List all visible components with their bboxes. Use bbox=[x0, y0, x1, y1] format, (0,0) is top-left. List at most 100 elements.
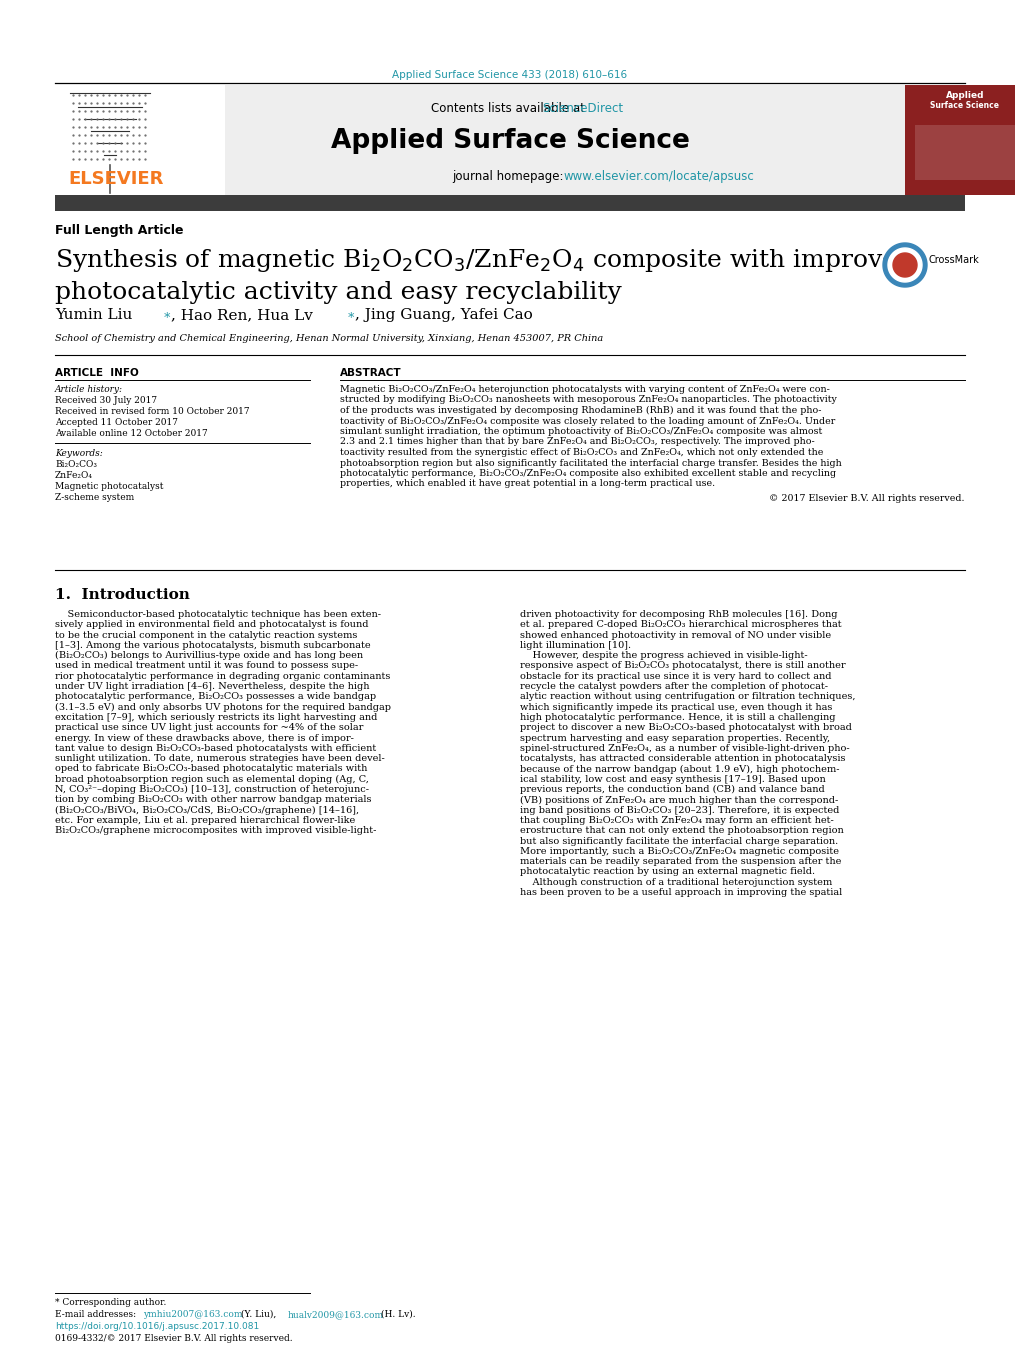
Text: Article history:: Article history: bbox=[55, 385, 123, 394]
Text: However, despite the progress achieved in visible-light-: However, despite the progress achieved i… bbox=[520, 651, 807, 661]
Text: project to discover a new Bi₂O₂CO₃-based photocatalyst with broad: project to discover a new Bi₂O₂CO₃-based… bbox=[520, 723, 851, 732]
Text: responsive aspect of Bi₂O₂CO₃ photocatalyst, there is still another: responsive aspect of Bi₂O₂CO₃ photocatal… bbox=[520, 662, 845, 670]
Text: www.elsevier.com/locate/apsusc: www.elsevier.com/locate/apsusc bbox=[564, 170, 754, 182]
Text: previous reports, the conduction band (CB) and valance band: previous reports, the conduction band (C… bbox=[520, 785, 824, 794]
Text: ABSTRACT: ABSTRACT bbox=[339, 367, 401, 378]
Text: ELSEVIER: ELSEVIER bbox=[68, 170, 163, 188]
Text: photoabsorption region but also significantly facilitated the interfacial charge: photoabsorption region but also signific… bbox=[339, 458, 841, 467]
Text: spinel-structured ZnFe₂O₄, as a number of visible-light-driven pho-: spinel-structured ZnFe₂O₄, as a number o… bbox=[520, 744, 849, 753]
Text: that coupling Bi₂O₂CO₃ with ZnFe₂O₄ may form an efficient het-: that coupling Bi₂O₂CO₃ with ZnFe₂O₄ may … bbox=[520, 816, 833, 825]
Text: (Y. Liu),: (Y. Liu), bbox=[237, 1310, 279, 1319]
Text: Applied Surface Science 433 (2018) 610–616: Applied Surface Science 433 (2018) 610–6… bbox=[392, 70, 627, 80]
Text: https://doi.org/10.1016/j.apsusc.2017.10.081: https://doi.org/10.1016/j.apsusc.2017.10… bbox=[55, 1323, 259, 1331]
Text: ymhiu2007@163.com: ymhiu2007@163.com bbox=[143, 1310, 243, 1319]
Text: [1–3]. Among the various photocatalysts, bismuth subcarbonate: [1–3]. Among the various photocatalysts,… bbox=[55, 640, 370, 650]
Text: Yumin Liu: Yumin Liu bbox=[55, 308, 132, 322]
Text: Keywords:: Keywords: bbox=[55, 449, 103, 458]
Text: ScienceDirect: ScienceDirect bbox=[541, 101, 623, 115]
Text: obstacle for its practical use since it is very hard to collect and: obstacle for its practical use since it … bbox=[520, 671, 830, 681]
Text: excitation [7–9], which seriously restricts its light harvesting and: excitation [7–9], which seriously restri… bbox=[55, 713, 377, 721]
Text: Received in revised form 10 October 2017: Received in revised form 10 October 2017 bbox=[55, 407, 250, 416]
Text: practical use since UV light just accounts for ~4% of the solar: practical use since UV light just accoun… bbox=[55, 723, 363, 732]
Text: School of Chemistry and Chemical Engineering, Henan Normal University, Xinxiang,: School of Chemistry and Chemical Enginee… bbox=[55, 334, 602, 343]
Text: tocatalysts, has attracted considerable attention in photocatalysis: tocatalysts, has attracted considerable … bbox=[520, 754, 845, 763]
Text: showed enhanced photoactivity in removal of NO under visible: showed enhanced photoactivity in removal… bbox=[520, 631, 830, 639]
Text: because of the narrow bandgap (about 1.9 eV), high photochem-: because of the narrow bandgap (about 1.9… bbox=[520, 765, 839, 774]
Text: Bi₂O₂CO₃: Bi₂O₂CO₃ bbox=[55, 459, 97, 469]
Text: has been proven to be a useful approach in improving the spatial: has been proven to be a useful approach … bbox=[520, 888, 842, 897]
Text: N, CO₃²⁻–doping Bi₂O₂CO₃) [10–13], construction of heterojunc-: N, CO₃²⁻–doping Bi₂O₂CO₃) [10–13], const… bbox=[55, 785, 369, 794]
Text: rior photocatalytic performance in degrading organic contaminants: rior photocatalytic performance in degra… bbox=[55, 671, 390, 681]
Text: tion by combing Bi₂O₂CO₃ with other narrow bandgap materials: tion by combing Bi₂O₂CO₃ with other narr… bbox=[55, 796, 371, 804]
Text: journal homepage:: journal homepage: bbox=[452, 170, 567, 182]
Text: photocatalytic reaction by using an external magnetic field.: photocatalytic reaction by using an exte… bbox=[520, 867, 814, 877]
Text: oped to fabricate Bi₂O₂CO₃-based photocatalytic materials with: oped to fabricate Bi₂O₂CO₃-based photoca… bbox=[55, 765, 367, 774]
Text: erostructure that can not only extend the photoabsorption region: erostructure that can not only extend th… bbox=[520, 827, 843, 835]
Bar bbox=[55, 85, 225, 195]
Text: driven photoactivity for decomposing RhB molecules [16]. Dong: driven photoactivity for decomposing RhB… bbox=[520, 611, 837, 619]
Text: (Bi₂O₂CO₃/BiVO₄, Bi₂O₂CO₃/CdS, Bi₂O₂CO₃/graphene) [14–16],: (Bi₂O₂CO₃/BiVO₄, Bi₂O₂CO₃/CdS, Bi₂O₂CO₃/… bbox=[55, 805, 359, 815]
Text: (VB) positions of ZnFe₂O₄ are much higher than the correspond-: (VB) positions of ZnFe₂O₄ are much highe… bbox=[520, 796, 838, 805]
Text: ARTICLE  INFO: ARTICLE INFO bbox=[55, 367, 139, 378]
Text: Magnetic Bi₂O₂CO₃/ZnFe₂O₄ heterojunction photocatalysts with varying content of : Magnetic Bi₂O₂CO₃/ZnFe₂O₄ heterojunction… bbox=[339, 385, 829, 394]
Text: which significantly impede its practical use, even though it has: which significantly impede its practical… bbox=[520, 703, 832, 712]
Text: ZnFe₂O₄: ZnFe₂O₄ bbox=[55, 471, 93, 480]
Text: Available online 12 October 2017: Available online 12 October 2017 bbox=[55, 430, 208, 438]
Text: sunlight utilization. To date, numerous strategies have been devel-: sunlight utilization. To date, numerous … bbox=[55, 754, 384, 763]
Text: spectrum harvesting and easy separation properties. Recently,: spectrum harvesting and easy separation … bbox=[520, 734, 829, 743]
Text: (3.1–3.5 eV) and only absorbs UV photons for the required bandgap: (3.1–3.5 eV) and only absorbs UV photons… bbox=[55, 703, 390, 712]
Text: simulant sunlight irradiation, the optimum photoactivity of Bi₂O₂CO₃/ZnFe₂O₄ com: simulant sunlight irradiation, the optim… bbox=[339, 427, 821, 436]
Text: Synthesis of magnetic Bi$_2$O$_2$CO$_3$/ZnFe$_2$O$_4$ composite with improved: Synthesis of magnetic Bi$_2$O$_2$CO$_3$/… bbox=[55, 247, 913, 274]
Text: recycle the catalyst powders after the completion of photocat-: recycle the catalyst powders after the c… bbox=[520, 682, 827, 692]
Text: ∗: ∗ bbox=[346, 308, 356, 322]
Text: More importantly, such a Bi₂O₂CO₃/ZnFe₂O₄ magnetic composite: More importantly, such a Bi₂O₂CO₃/ZnFe₂O… bbox=[520, 847, 839, 857]
Text: properties, which enabled it have great potential in a long-term practical use.: properties, which enabled it have great … bbox=[339, 480, 714, 489]
Text: Received 30 July 2017: Received 30 July 2017 bbox=[55, 396, 157, 405]
Text: but also significantly facilitate the interfacial charge separation.: but also significantly facilitate the in… bbox=[520, 836, 838, 846]
Text: 1.  Introduction: 1. Introduction bbox=[55, 588, 190, 603]
Text: Bi₂O₂CO₃/graphene microcomposites with improved visible-light-: Bi₂O₂CO₃/graphene microcomposites with i… bbox=[55, 827, 376, 835]
Text: of the products was investigated by decomposing RhodamineB (RhB) and it was foun: of the products was investigated by deco… bbox=[339, 407, 820, 415]
Text: E-mail addresses:: E-mail addresses: bbox=[55, 1310, 139, 1319]
Text: structed by modifying Bi₂O₂CO₃ nanosheets with mesoporous ZnFe₂O₄ nanoparticles.: structed by modifying Bi₂O₂CO₃ nanosheet… bbox=[339, 396, 836, 404]
Bar bbox=[55, 195, 964, 211]
Text: Accepted 11 October 2017: Accepted 11 October 2017 bbox=[55, 417, 178, 427]
Text: (Bi₂O₂CO₃) belongs to Aurivillius-type oxide and has long been: (Bi₂O₂CO₃) belongs to Aurivillius-type o… bbox=[55, 651, 363, 661]
Polygon shape bbox=[882, 243, 926, 286]
Text: 0169-4332/© 2017 Elsevier B.V. All rights reserved.: 0169-4332/© 2017 Elsevier B.V. All right… bbox=[55, 1333, 292, 1343]
Text: © 2017 Elsevier B.V. All rights reserved.: © 2017 Elsevier B.V. All rights reserved… bbox=[768, 494, 964, 503]
Text: under UV light irradiation [4–6]. Nevertheless, despite the high: under UV light irradiation [4–6]. Nevert… bbox=[55, 682, 369, 692]
Text: Semiconductor-based photocatalytic technique has been exten-: Semiconductor-based photocatalytic techn… bbox=[55, 611, 381, 619]
Text: * Corresponding author.: * Corresponding author. bbox=[55, 1298, 166, 1306]
Text: Surface Science: Surface Science bbox=[929, 101, 999, 109]
Text: 2.3 and 2.1 times higher than that by bare ZnFe₂O₄ and Bi₂O₂CO₃, respectively. T: 2.3 and 2.1 times higher than that by ba… bbox=[339, 438, 814, 446]
Text: broad photoabsorption region such as elemental doping (Ag, C,: broad photoabsorption region such as ele… bbox=[55, 775, 369, 784]
Polygon shape bbox=[892, 253, 916, 277]
Text: Contents lists available at: Contents lists available at bbox=[431, 101, 588, 115]
Text: Z-scheme system: Z-scheme system bbox=[55, 493, 135, 503]
Text: tant value to design Bi₂O₂CO₃-based photocatalysts with efficient: tant value to design Bi₂O₂CO₃-based phot… bbox=[55, 744, 376, 753]
Text: photocatalytic activity and easy recyclability: photocatalytic activity and easy recycla… bbox=[55, 281, 622, 304]
Text: Although construction of a traditional heterojunction system: Although construction of a traditional h… bbox=[520, 878, 832, 886]
Text: toactivity of Bi₂O₂CO₃/ZnFe₂O₄ composite was closely related to the loading amou: toactivity of Bi₂O₂CO₃/ZnFe₂O₄ composite… bbox=[339, 416, 835, 426]
Polygon shape bbox=[888, 249, 921, 282]
Text: high photocatalytic performance. Hence, it is still a challenging: high photocatalytic performance. Hence, … bbox=[520, 713, 835, 721]
Text: materials can be readily separated from the suspension after the: materials can be readily separated from … bbox=[520, 857, 841, 866]
Text: alytic reaction without using centrifugation or filtration techniques,: alytic reaction without using centrifuga… bbox=[520, 693, 855, 701]
Text: CrossMark: CrossMark bbox=[928, 255, 979, 265]
Text: light illumination [10].: light illumination [10]. bbox=[520, 640, 631, 650]
Text: sively applied in environmental field and photocatalyst is found: sively applied in environmental field an… bbox=[55, 620, 368, 630]
Text: to be the crucial component in the catalytic reaction systems: to be the crucial component in the catal… bbox=[55, 631, 357, 639]
Bar bbox=[914, 126, 1014, 180]
Text: photocatalytic performance, Bi₂O₂CO₃/ZnFe₂O₄ composite also exhibited excellent : photocatalytic performance, Bi₂O₂CO₃/ZnF… bbox=[339, 469, 836, 478]
Bar bbox=[904, 85, 1014, 195]
Text: used in medical treatment until it was found to possess supe-: used in medical treatment until it was f… bbox=[55, 662, 358, 670]
Text: et al. prepared C-doped Bi₂O₂CO₃ hierarchical microspheres that: et al. prepared C-doped Bi₂O₂CO₃ hierarc… bbox=[520, 620, 841, 630]
Text: Magnetic photocatalyst: Magnetic photocatalyst bbox=[55, 482, 163, 490]
Text: hualv2009@163.com: hualv2009@163.com bbox=[287, 1310, 384, 1319]
Text: energy. In view of these drawbacks above, there is of impor-: energy. In view of these drawbacks above… bbox=[55, 734, 354, 743]
Text: Applied Surface Science: Applied Surface Science bbox=[330, 128, 689, 154]
Bar bbox=[225, 85, 904, 195]
Text: ing band positions of Bi₂O₂CO₃ [20–23]. Therefore, it is expected: ing band positions of Bi₂O₂CO₃ [20–23]. … bbox=[520, 805, 839, 815]
Text: ical stability, low cost and easy synthesis [17–19]. Based upon: ical stability, low cost and easy synthe… bbox=[520, 775, 825, 784]
